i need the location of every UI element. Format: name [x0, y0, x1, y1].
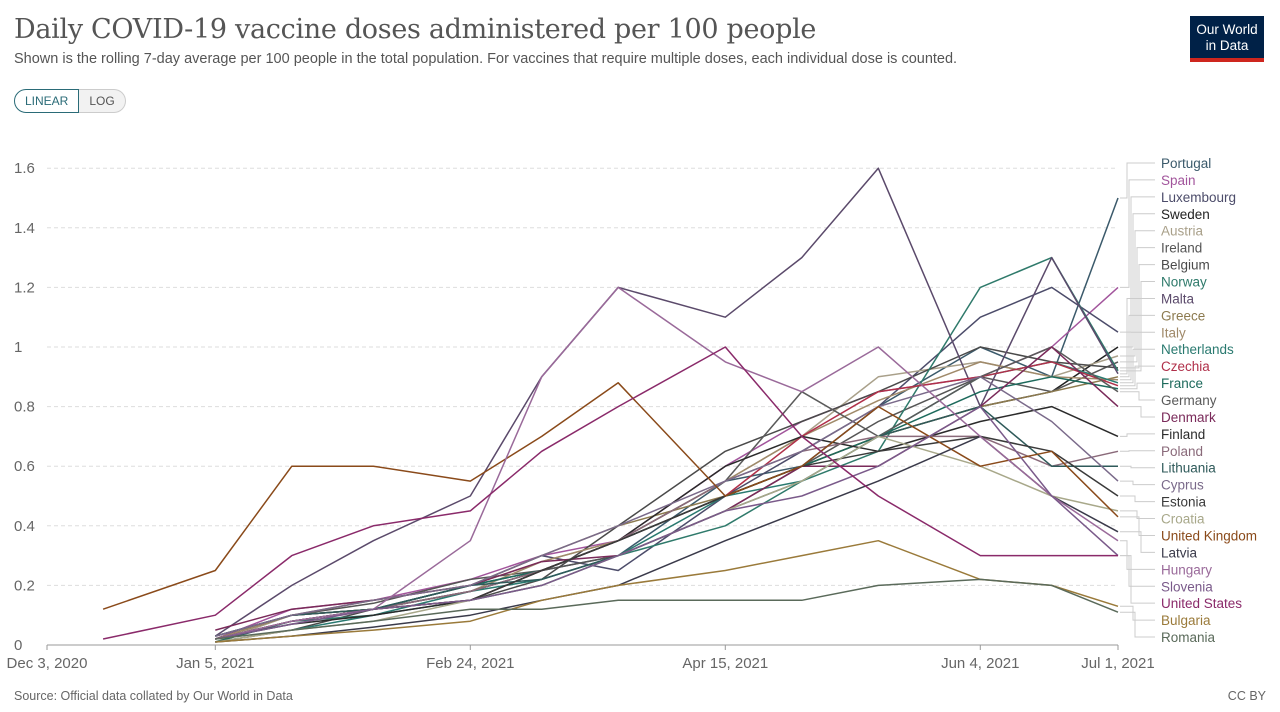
legend-label: Denmark — [1161, 410, 1216, 425]
legend-connector — [1120, 382, 1155, 390]
x-tick-label: Jan 5, 2021 — [176, 655, 254, 672]
legend-label: Belgium — [1161, 258, 1210, 273]
series-line-norway — [215, 256, 1119, 640]
series-line-malta — [214, 167, 1119, 637]
log-button[interactable]: LOG — [79, 89, 126, 113]
legend-label: Portugal — [1161, 156, 1211, 171]
legend-label: Poland — [1161, 444, 1203, 459]
series-line-united-kingdom — [102, 382, 1119, 610]
legend-label: Italy — [1161, 325, 1186, 340]
legend-label: Malta — [1161, 291, 1195, 306]
x-tick-label: Feb 24, 2021 — [426, 655, 514, 672]
legend-connector — [1120, 314, 1155, 378]
scale-toggle: LINEAR LOG — [14, 89, 126, 113]
y-tick-label: 0 — [14, 637, 22, 654]
legend-connector — [1120, 348, 1155, 384]
legend-label: Croatia — [1161, 512, 1205, 527]
legend-label: Norway — [1161, 275, 1207, 290]
legend-connector — [1120, 555, 1155, 587]
series-line-denmark — [215, 346, 1119, 631]
y-tick-label: 1.2 — [14, 279, 35, 296]
x-tick-label: Apr 15, 2021 — [682, 655, 768, 672]
legend-connector — [1120, 162, 1155, 199]
legend-label: Finland — [1161, 427, 1205, 442]
series-line-portugal — [215, 197, 1119, 637]
legend-label: Cyprus — [1161, 478, 1204, 493]
legend-connector — [1120, 531, 1155, 553]
series-line-united-states — [102, 346, 1118, 640]
x-tick-label: Jun 4, 2021 — [941, 655, 1019, 672]
y-tick-label: 0.8 — [14, 399, 35, 416]
legend-label: Ireland — [1161, 241, 1202, 256]
legend-label: Lithuania — [1161, 461, 1216, 476]
y-tick-label: 1.6 — [14, 160, 35, 177]
y-tick-label: 1 — [14, 339, 22, 356]
legend-label: Sweden — [1161, 207, 1210, 222]
legend-connector — [1120, 540, 1155, 570]
x-tick-label: Jul 1, 2021 — [1081, 655, 1154, 672]
series-line-romania — [215, 578, 1119, 640]
series-line-belgium — [215, 346, 1119, 643]
chart-subtitle: Shown is the rolling 7-day average per 1… — [14, 51, 958, 67]
legend-label: Germany — [1161, 393, 1217, 408]
legend-connector — [1120, 433, 1155, 437]
legend-connector — [1120, 179, 1155, 288]
y-tick-label: 0.4 — [14, 518, 35, 535]
legend-label: United States — [1161, 596, 1242, 611]
legend-label: Bulgaria — [1161, 613, 1211, 628]
legend-connector — [1120, 516, 1155, 536]
legend-label: Spain — [1161, 173, 1196, 188]
legend-label: Luxembourg — [1161, 190, 1236, 205]
legend-connector — [1120, 611, 1155, 638]
legend-connector — [1120, 510, 1155, 520]
legend-connector — [1120, 196, 1155, 333]
chart-title: Daily COVID-19 vaccine doses administere… — [14, 14, 817, 45]
legend-label: Romania — [1161, 630, 1216, 645]
legend-label: Estonia — [1161, 495, 1207, 510]
y-tick-label: 1.4 — [14, 220, 35, 237]
legend-label: Austria — [1161, 224, 1204, 239]
legend-connector — [1120, 331, 1155, 381]
series-line-spain — [215, 286, 1119, 640]
series-line-luxembourg — [215, 286, 1119, 640]
legend-label: Czechia — [1161, 359, 1210, 374]
legend-connector — [1120, 297, 1155, 375]
legend-label: Greece — [1161, 308, 1205, 323]
series-line-hungary — [215, 286, 1119, 640]
y-tick-label: 0.6 — [14, 458, 35, 475]
legend-connector — [1120, 495, 1155, 503]
legend-label: France — [1161, 376, 1203, 391]
legend-connector — [1120, 391, 1155, 401]
legend-label: Netherlands — [1161, 342, 1234, 357]
legend-label: Latvia — [1161, 545, 1198, 560]
series-line-slovenia — [215, 405, 1119, 640]
y-tick-label: 0.2 — [14, 577, 35, 594]
series-line-austria — [215, 355, 1119, 643]
legend-connector — [1120, 465, 1155, 469]
owid-logo[interactable]: Our World in Data — [1190, 16, 1264, 62]
legend-label: Hungary — [1161, 562, 1212, 577]
linear-button[interactable]: LINEAR — [14, 89, 80, 113]
legend-label: Slovenia — [1161, 579, 1213, 594]
legend-connector — [1120, 406, 1155, 418]
legend-connector — [1120, 605, 1155, 621]
source-note[interactable]: Source: Official data collated by Our Wo… — [14, 689, 293, 703]
legend-connector — [1120, 365, 1155, 387]
license[interactable]: CC BY — [1227, 689, 1266, 703]
x-tick-label: Dec 3, 2020 — [7, 655, 88, 672]
legend-label: United Kingdom — [1161, 528, 1257, 543]
legend-connector — [1120, 555, 1155, 604]
series-line-cyprus — [215, 376, 1119, 637]
legend-connector — [1120, 480, 1155, 486]
